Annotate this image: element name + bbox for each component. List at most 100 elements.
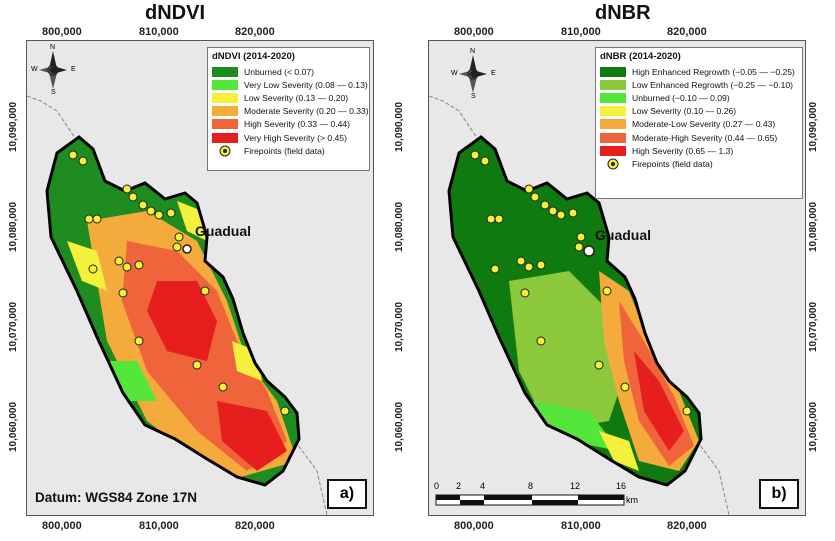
compass-s: S <box>51 89 56 96</box>
y-tick-right: 10,090,000 <box>808 101 819 152</box>
town-label: Guadual <box>595 227 652 243</box>
compass-w: W <box>451 70 458 77</box>
compass-e: E <box>491 70 496 77</box>
legend-label: Unburned (−0.10 — 0.09) <box>632 92 730 103</box>
legend-item: High Severity (0.33 — 0.44) <box>212 118 365 131</box>
x-tick-bottom: 820,000 <box>667 520 707 532</box>
scale-label: 8 <box>528 481 534 491</box>
firepoint-icon <box>600 158 626 170</box>
legend-swatch <box>600 119 626 130</box>
legend-swatch <box>212 132 238 143</box>
north-arrow: N S W E <box>451 48 496 100</box>
study-area-outline <box>45 135 301 487</box>
panel-label: b) <box>759 479 799 509</box>
legend-swatch <box>600 66 626 77</box>
study-area-outline <box>447 135 703 487</box>
x-tick-top: 810,000 <box>139 26 179 38</box>
legend-label: Very High Severity (> 0.45) <box>244 132 347 143</box>
map-title-dnbr: dNBR <box>595 2 651 24</box>
y-tick-left: 10,090,000 <box>8 101 19 152</box>
y-tick-right: 10,080,000 <box>808 201 819 252</box>
x-tick-bottom: 800,000 <box>42 520 82 532</box>
x-tick-bottom: 810,000 <box>561 520 601 532</box>
legend-item: Unburned (< 0.07) <box>212 65 365 78</box>
legend-label: Low Severity (0.10 — 0.26) <box>632 106 737 117</box>
legend-item: Low Severity (0.10 — 0.26) <box>600 105 798 118</box>
y-tick-right: 10,090,000 <box>394 101 405 152</box>
legend-item: Firepoints (field data) <box>212 144 365 157</box>
x-tick-top: 800,000 <box>42 26 82 38</box>
legend-swatch <box>212 119 238 130</box>
boundary-line <box>27 95 328 515</box>
legend-item: Very High Severity (> 0.45) <box>212 131 365 144</box>
legend-label: Firepoints (field data) <box>632 158 713 169</box>
firepoint-markers <box>68 150 290 416</box>
legend-title: dNDVI (2014-2020) <box>212 51 295 62</box>
y-tick-right: 10,070,000 <box>808 301 819 352</box>
legend-swatch <box>212 106 238 117</box>
datum-label: Datum: WGS84 Zone 17N <box>35 490 198 505</box>
scale-bar: 0 2 4 8 12 16 km <box>434 481 639 511</box>
scale-label: 2 <box>456 481 462 491</box>
x-tick-bottom: 800,000 <box>454 520 494 532</box>
legend-item: Firepoints (field data) <box>600 157 798 170</box>
compass-n: N <box>50 44 56 51</box>
legend-item: Moderate-Low Severity (0.27 — 0.43) <box>600 118 798 131</box>
y-tick-right: 10,060,000 <box>808 401 819 452</box>
north-arrow: N S W E <box>31 44 76 96</box>
legend-label: Very Low Severity (0.08 — 0.13) <box>244 79 368 90</box>
legend-item: High Enhanced Regrowth (−0.05 — −0.25) <box>600 65 798 78</box>
legend-swatch <box>212 92 238 103</box>
legend-swatch <box>600 92 626 103</box>
legend-item: High Severity (0.65 — 1.3) <box>600 144 798 157</box>
legend-swatch <box>212 79 238 90</box>
legend-item: Low Severity (0.13 — 0.20) <box>212 91 365 104</box>
map-title-dndvi: dNDVI <box>145 2 205 24</box>
legend-item: Moderate Severity (0.20 — 0.33) <box>212 105 369 118</box>
x-tick-top: 810,000 <box>561 26 601 38</box>
town-label: Guadual <box>195 223 252 239</box>
dnbr-map-panel: N S W E dNBR (2014-2020) High Enhanced R… <box>428 40 806 516</box>
y-tick-left: 10,080,000 <box>8 201 19 252</box>
y-tick-left: 10,070,000 <box>8 301 19 352</box>
scale-label: 4 <box>480 481 486 491</box>
scale-label: 12 <box>570 481 581 491</box>
x-tick-top: 820,000 <box>235 26 275 38</box>
compass-s: S <box>471 93 476 100</box>
legend-item: Unburned (−0.10 — 0.09) <box>600 91 798 104</box>
dnbr-legend: dNBR (2014-2020) High Enhanced Regrowth … <box>595 47 803 199</box>
legend-label: High Severity (0.65 — 1.3) <box>632 145 734 156</box>
legend-label: Low Enhanced Regrowth (−0.25 — −0.10) <box>632 79 793 90</box>
compass-e: E <box>71 66 76 73</box>
legend-label: Moderate Severity (0.20 — 0.33) <box>244 106 369 117</box>
scale-label: 16 <box>616 481 627 491</box>
boundary-line <box>429 95 730 515</box>
x-tick-top: 800,000 <box>454 26 494 38</box>
legend-label: Firepoints (field data) <box>244 145 325 156</box>
legend-label: High Enhanced Regrowth (−0.05 — −0.25) <box>632 66 795 77</box>
legend-swatch <box>600 106 626 117</box>
dndvi-map-panel: N S W E dNDVI (2014-2020) Unburned (< 0.… <box>26 40 374 516</box>
x-tick-bottom: 820,000 <box>235 520 275 532</box>
panel-label: a) <box>327 479 367 509</box>
town-marker <box>182 244 192 254</box>
y-tick-right: 10,060,000 <box>394 401 405 452</box>
legend-item: Very Low Severity (0.08 — 0.13) <box>212 78 368 91</box>
legend-swatch <box>600 79 626 90</box>
y-tick-right: 10,070,000 <box>394 301 405 352</box>
dndvi-legend: dNDVI (2014-2020) Unburned (< 0.07) Very… <box>207 47 370 171</box>
legend-label: Low Severity (0.13 — 0.20) <box>244 92 349 103</box>
legend-label: High Severity (0.33 — 0.44) <box>244 119 351 130</box>
legend-label: Moderate-Low Severity (0.27 — 0.43) <box>632 119 776 130</box>
y-tick-left: 10,060,000 <box>8 401 19 452</box>
town-marker <box>583 245 595 257</box>
compass-n: N <box>470 48 476 55</box>
legend-label: Moderate-High Severity (0.44 — 0.65) <box>632 132 778 143</box>
legend-item: Moderate-High Severity (0.44 — 0.65) <box>600 131 798 144</box>
dndvi-map-canvas <box>27 95 328 515</box>
x-tick-bottom: 810,000 <box>139 520 179 532</box>
compass-w: W <box>31 66 38 73</box>
legend-swatch <box>212 66 238 77</box>
legend-label: Unburned (< 0.07) <box>244 66 314 77</box>
scale-bar-graphic <box>435 494 625 506</box>
